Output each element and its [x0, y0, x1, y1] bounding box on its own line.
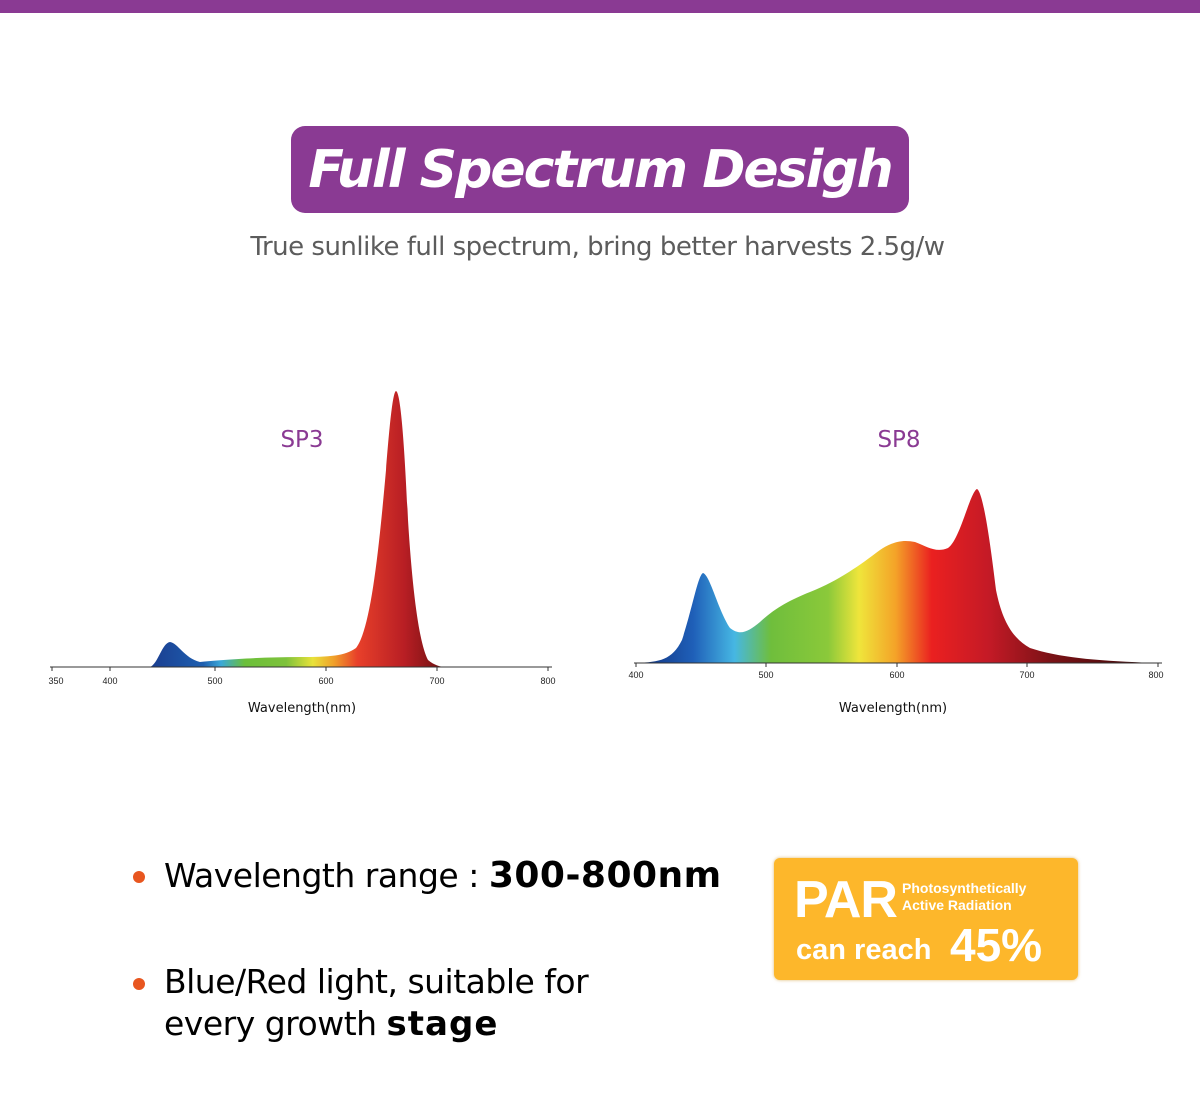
page-title: Full Spectrum Desigh: [308, 139, 893, 200]
sp3-ticks: [51, 667, 549, 671]
sp8-ticks: [635, 663, 1159, 667]
sp3-x-axis-label: Wavelength(nm): [248, 701, 356, 716]
feature-light-line2-tail: stage: [386, 1004, 499, 1044]
sp3-spectrum-area: [150, 391, 446, 667]
par-full-name: Photosynthetically Active Radiation: [902, 880, 1026, 914]
feature-light-line2: every growth stage: [164, 1004, 498, 1044]
par-full-line1: Photosynthetically: [902, 880, 1027, 896]
sp3-tick-700: 700: [429, 676, 444, 686]
par-badge: PAR Photosynthetically Active Radiation …: [774, 858, 1078, 980]
top-banner-bar: [0, 0, 1200, 13]
sp8-x-axis-label: Wavelength(nm): [839, 701, 947, 716]
sp3-tick-500: 500: [207, 676, 222, 686]
feature-light-line2-text: every growth: [164, 1004, 377, 1043]
feature-wavelength-value: 300-800nm: [488, 855, 722, 896]
sp8-tick-400: 400: [628, 670, 643, 680]
sp3-tick-350: 350: [48, 676, 63, 686]
par-full-line2: Active Radiation: [902, 897, 1012, 913]
sp8-spectrum-area: [636, 489, 1155, 663]
sp3-tick-400: 400: [102, 676, 117, 686]
feature-wavelength-label: Wavelength range :: [164, 856, 479, 895]
title-banner: Full Spectrum Desigh: [291, 126, 909, 213]
sp8-tick-500: 500: [758, 670, 773, 680]
bullet-dot-icon: [133, 978, 145, 990]
chart-label-sp8: SP8: [877, 427, 920, 453]
chart-label-sp3: SP3: [280, 427, 323, 453]
par-percent: 45%: [950, 919, 1043, 971]
sp8-tick-600: 600: [889, 670, 904, 680]
par-reach-text: can reach: [796, 934, 932, 966]
page-subtitle: True sunlike full spectrum, bring better…: [250, 232, 945, 262]
sp3-tick-600: 600: [318, 676, 333, 686]
sp8-tick-700: 700: [1019, 670, 1034, 680]
feature-light-line1: Blue/Red light, suitable for: [164, 962, 589, 1001]
bullet-dot-icon: [133, 871, 145, 883]
spectrum-charts: SP3 350 400 500 600 700 800 Wavelength(n…: [48, 391, 1164, 716]
par-abbr: PAR: [794, 871, 898, 929]
sp8-tick-800: 800: [1148, 670, 1163, 680]
sp3-tick-800: 800: [540, 676, 555, 686]
feature-wavelength: Wavelength range : 300-800nm: [164, 855, 722, 896]
